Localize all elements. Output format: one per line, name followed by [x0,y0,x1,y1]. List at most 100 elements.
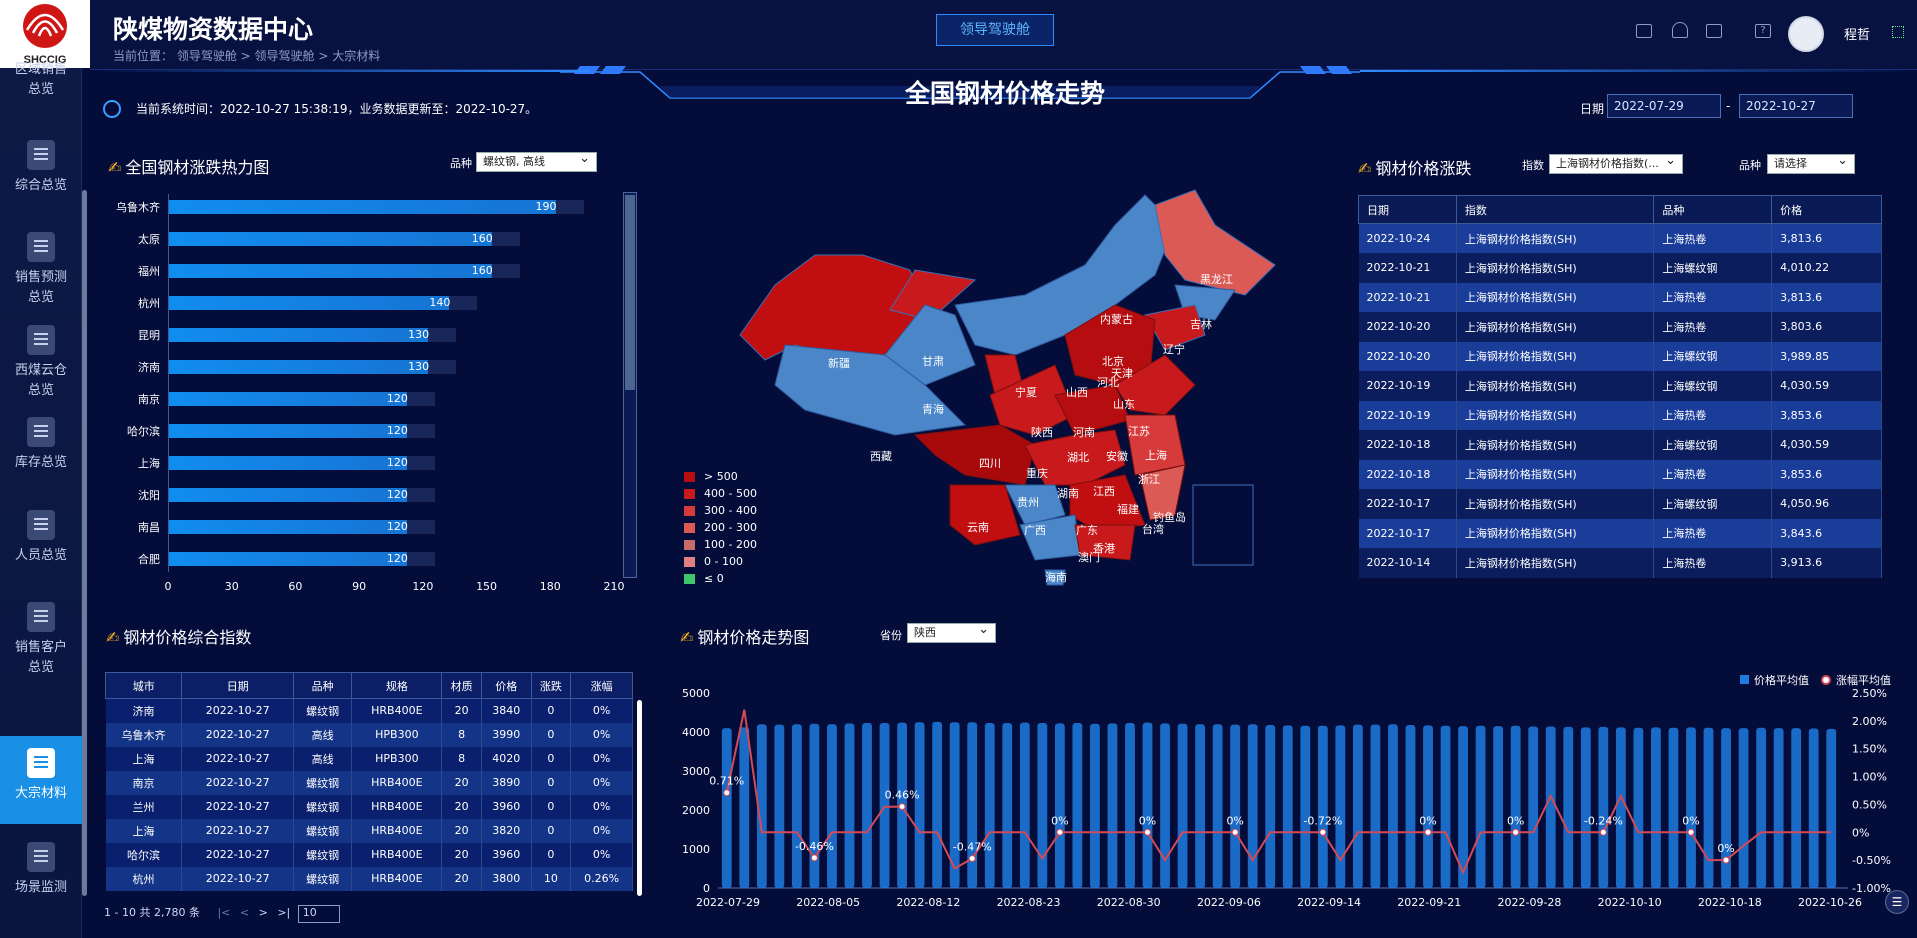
sidebar-item[interactable]: 销售客户总览 [0,590,82,678]
heatmap-bar[interactable] [168,392,407,406]
pager-first-icon[interactable]: |< [217,906,231,919]
heatmap-scroll-thumb[interactable] [625,195,635,390]
breadcrumb-item[interactable]: 领导驾驶舱 [176,49,237,63]
sidebar-item[interactable]: 场景监测 [0,830,82,918]
username[interactable]: 程哲 [1844,28,1871,43]
table-row[interactable]: 2022-10-17 上海钢材价格指数(SH) 上海螺纹钢 4,050.96 [1358,489,1882,519]
table-cell: 3,989.85 [1771,341,1882,371]
index-table-header[interactable]: 材质 [441,672,482,699]
index-select[interactable]: 上海钢材价格指数(... [1549,152,1683,174]
index-table-scrollbar[interactable] [637,700,642,896]
table-cell: 3840 [481,698,532,723]
map-legend-swatch[interactable] [684,574,695,584]
table-row[interactable]: 2022-10-19 上海钢材价格指数(SH) 上海螺纹钢 4,030.59 [1358,371,1882,401]
svg-text:北京: 北京 [1102,354,1124,368]
table-row[interactable]: 2022-10-14 上海钢材价格指数(SH) 上海热卷 3,913.6 [1358,548,1882,578]
heatmap-bar[interactable] [168,264,492,278]
heatmap-bar[interactable] [168,232,492,246]
table-row[interactable]: 南京 2022-10-27 螺纹钢 HRB400E 20 3890 0 0% [105,770,633,795]
sidebar-item[interactable]: 综合总览 [0,128,82,216]
heatmap-bar[interactable] [168,200,556,214]
sidebar-item[interactable]: 大宗材料 [0,736,82,824]
table-row[interactable]: 2022-10-21 上海钢材价格指数(SH) 上海热卷 3,813.6 [1358,282,1882,312]
heatmap-bar[interactable] [168,520,407,534]
price-bar [1335,725,1346,888]
table-row[interactable]: 乌鲁木齐 2022-10-27 高线 HPB300 8 3990 0 0% [105,722,633,747]
table-row[interactable]: 2022-10-19 上海钢材价格指数(SH) 上海热卷 3,853.6 [1358,400,1882,430]
page-size-select[interactable]: 10 [297,905,340,923]
change-point-label: -0.24% [1584,814,1623,827]
x-tick-label: 2022-08-30 [1097,896,1161,909]
price-bar [1019,722,1030,888]
monitor-icon[interactable] [1636,24,1652,38]
avatar[interactable] [1788,16,1824,52]
date-to-input[interactable]: 2022-10-27 [1739,94,1853,118]
sidebar-item[interactable]: 库存总览 [0,405,82,493]
variety-select[interactable]: 螺纹钢, 高线 [476,150,597,172]
table-row[interactable]: 2022-10-20 上海钢材价格指数(SH) 上海螺纹钢 3,989.85 [1358,341,1882,371]
table-row[interactable]: 2022-10-18 上海钢材价格指数(SH) 上海热卷 3,853.6 [1358,459,1882,489]
heatmap-bar[interactable] [168,296,450,310]
index-table-header[interactable]: 品种 [292,672,353,699]
map-legend-swatch[interactable] [684,523,695,533]
pager-prev-icon[interactable]: < [239,906,250,919]
sidebar-scrollbar[interactable] [82,190,87,896]
heatmap-city-label: 上海 [138,457,160,470]
heatmap-city-label: 沈阳 [138,489,160,502]
index-table-header[interactable]: 城市 [104,672,183,699]
table-row[interactable]: 2022-10-18 上海钢材价格指数(SH) 上海螺纹钢 4,030.59 [1358,430,1882,460]
table-row[interactable]: 上海 2022-10-27 高线 HPB300 8 4020 0 0% [105,746,633,771]
sidebar-item[interactable]: 西煤云仓总览 [0,313,82,401]
heatmap-bar[interactable] [168,456,407,470]
mail-icon[interactable] [1706,24,1722,38]
pager-last-icon[interactable]: >| [277,906,291,919]
table-row[interactable]: 兰州 2022-10-27 螺纹钢 HRB400E 20 3960 0 0% [105,794,633,819]
index-table-header[interactable]: 规格 [351,672,443,699]
change-point [1512,828,1520,836]
sidebar-item[interactable]: 销售预测总览 [0,220,82,308]
table-row[interactable]: 2022-10-24 上海钢材价格指数(SH) 上海热卷 3,813.6 [1358,223,1882,253]
price-table-header[interactable]: 指数 [1455,195,1655,224]
price-table-header[interactable]: 品种 [1653,195,1773,224]
price-variety-select[interactable]: 请选择 [1767,152,1855,174]
index-table-header[interactable]: 涨幅 [570,672,633,699]
bell-icon[interactable] [1672,22,1688,38]
help-icon[interactable]: ? [1755,24,1771,38]
table-cell: 20 [441,866,482,891]
apps-icon[interactable] [1892,26,1904,38]
table-cell: 8 [441,722,482,747]
map-legend-swatch[interactable] [684,472,695,482]
heatmap-bar[interactable] [168,360,429,374]
table-row[interactable]: 哈尔滨 2022-10-27 螺纹钢 HRB400E 20 3960 0 0% [105,842,633,867]
map-legend-swatch[interactable] [684,557,695,567]
table-row[interactable]: 杭州 2022-10-27 螺纹钢 HRB400E 20 3800 10 0.26% [105,866,633,891]
price-table-header[interactable]: 日期 [1358,195,1457,224]
price-bar [1212,724,1223,888]
pager-next-icon[interactable]: > [258,906,268,919]
breadcrumb-item[interactable]: 领导驾驶舱 [254,49,315,63]
heatmap-bar[interactable] [168,328,429,342]
index-table-header[interactable]: 日期 [181,672,294,699]
table-row[interactable]: 2022-10-21 上海钢材价格指数(SH) 上海螺纹钢 4,010.22 [1358,253,1882,283]
table-row[interactable]: 济南 2022-10-27 螺纹钢 HRB400E 20 3840 0 0% [105,698,633,723]
heatmap-bar[interactable] [168,488,407,502]
sidebar-item[interactable]: 人员总览 [0,498,82,586]
index-table-header[interactable]: 价格 [480,672,532,699]
map-legend-swatch[interactable] [684,489,695,499]
table-cell: 螺纹钢 [293,698,353,723]
table-row[interactable]: 2022-10-17 上海钢材价格指数(SH) 上海热卷 3,843.6 [1358,518,1882,548]
province-select[interactable]: 陕西 [907,621,996,643]
table-row[interactable]: 2022-10-20 上海钢材价格指数(SH) 上海热卷 3,803.6 [1358,312,1882,342]
date-from-input[interactable]: 2022-07-29 [1607,94,1721,118]
menu-toggle-icon[interactable]: ☰ [1885,890,1909,914]
map-legend-swatch[interactable] [684,506,695,516]
price-table-header[interactable]: 价格 [1771,195,1882,224]
heatmap-bar[interactable] [168,552,407,566]
table-row[interactable]: 上海 2022-10-27 螺纹钢 HRB400E 20 3820 0 0% [105,818,633,843]
sidebar-item[interactable]: 区域销售总览 [0,60,82,120]
map-legend-swatch[interactable] [684,540,695,550]
cockpit-button[interactable]: 领导驾驶舱 [936,14,1054,46]
heatmap-bar[interactable] [168,424,407,438]
index-table-header[interactable]: 涨跌 [530,672,572,699]
